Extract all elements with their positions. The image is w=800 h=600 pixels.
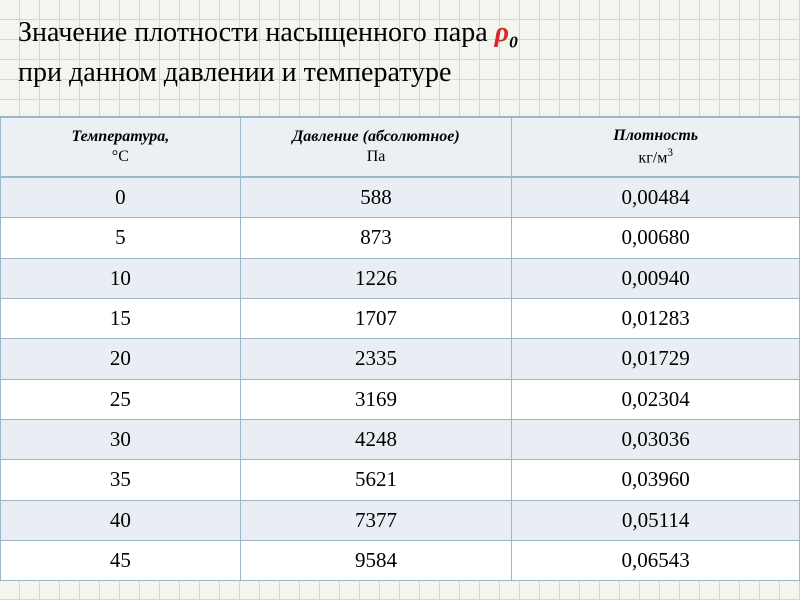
table-container: Температура, °C Давление (абсолютное) Па…	[0, 116, 800, 581]
table-cell: 25	[1, 379, 241, 419]
table-cell: 0,01729	[512, 339, 800, 379]
title-prefix: Значение плотности насыщенного пара	[18, 17, 495, 48]
title-line-2: при данном давлении и температуре	[18, 54, 782, 92]
table-row: 4073770,05114	[1, 500, 800, 540]
table-row: 3042480,03036	[1, 419, 800, 459]
table-cell: 35	[1, 460, 241, 500]
table-row: 2531690,02304	[1, 379, 800, 419]
table-cell: 0,02304	[512, 379, 800, 419]
table-cell: 0,00484	[512, 177, 800, 218]
rho-subscript: 0	[509, 33, 518, 52]
header-pressure-main: Давление (абсолютное)	[247, 127, 506, 147]
title-line-1: Значение плотности насыщенного пара ρ0	[18, 14, 782, 54]
rho-symbol: ρ0	[495, 17, 518, 48]
table-cell: 0,00940	[512, 258, 800, 298]
table-cell: 0,05114	[512, 500, 800, 540]
header-density-main: Плотность	[518, 126, 793, 146]
header-pressure-sub: Па	[247, 147, 506, 167]
table-cell: 45	[1, 540, 241, 580]
table-cell: 1707	[240, 299, 512, 339]
table-row: 05880,00484	[1, 177, 800, 218]
table-row: 58730,00680	[1, 218, 800, 258]
table-cell: 30	[1, 419, 241, 459]
table-head: Температура, °C Давление (абсолютное) Па…	[1, 117, 800, 177]
table-cell: 10	[1, 258, 241, 298]
table-cell: 5621	[240, 460, 512, 500]
table-row: 1517070,01283	[1, 299, 800, 339]
table-cell: 4248	[240, 419, 512, 459]
header-density-sub: кг/м3	[518, 146, 793, 168]
header-temperature-sub: °C	[7, 147, 234, 167]
table-cell: 40	[1, 500, 241, 540]
table-cell: 0,03960	[512, 460, 800, 500]
table-cell: 0,03036	[512, 419, 800, 459]
table-cell: 3169	[240, 379, 512, 419]
table-cell: 0	[1, 177, 241, 218]
rho-base: ρ	[495, 17, 509, 48]
table-cell: 588	[240, 177, 512, 218]
table-cell: 20	[1, 339, 241, 379]
header-temperature-main: Температура,	[7, 127, 234, 147]
table-cell: 0,01283	[512, 299, 800, 339]
table-cell: 15	[1, 299, 241, 339]
table-cell: 2335	[240, 339, 512, 379]
header-density: Плотность кг/м3	[512, 117, 800, 177]
table-cell: 1226	[240, 258, 512, 298]
title-block: Значение плотности насыщенного пара ρ0 п…	[0, 0, 800, 116]
table-row: 3556210,03960	[1, 460, 800, 500]
table-body: 05880,0048458730,006801012260,0094015170…	[1, 177, 800, 580]
density-table: Температура, °C Давление (абсолютное) Па…	[0, 116, 800, 581]
table-row: 4595840,06543	[1, 540, 800, 580]
table-cell: 5	[1, 218, 241, 258]
table-cell: 9584	[240, 540, 512, 580]
header-temperature: Температура, °C	[1, 117, 241, 177]
table-cell: 0,00680	[512, 218, 800, 258]
header-pressure: Давление (абсолютное) Па	[240, 117, 512, 177]
table-row: 2023350,01729	[1, 339, 800, 379]
table-cell: 873	[240, 218, 512, 258]
table-cell: 7377	[240, 500, 512, 540]
header-row: Температура, °C Давление (абсолютное) Па…	[1, 117, 800, 177]
table-cell: 0,06543	[512, 540, 800, 580]
table-row: 1012260,00940	[1, 258, 800, 298]
